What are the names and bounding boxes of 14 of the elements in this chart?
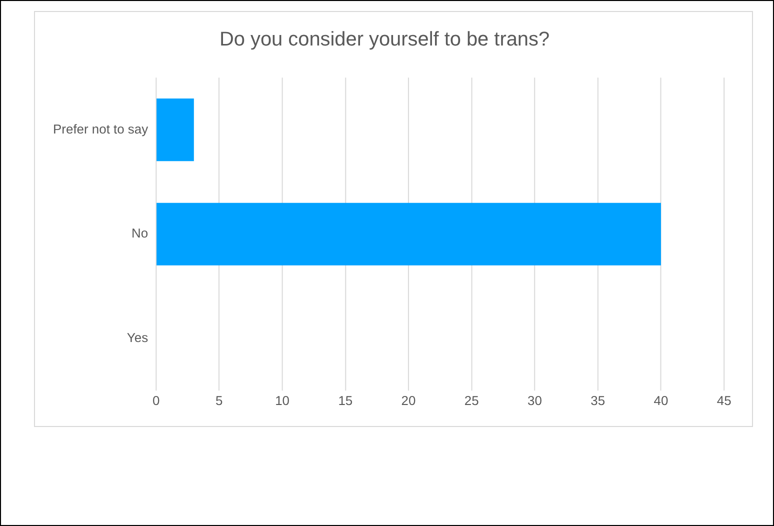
x-tick-label: 25 xyxy=(464,392,479,408)
x-tick-label: 45 xyxy=(716,392,732,408)
y-tick-label: Yes xyxy=(126,330,148,345)
x-tick-label: 20 xyxy=(401,392,416,408)
x-tick-label: 15 xyxy=(338,392,353,408)
x-tick-label: 40 xyxy=(654,392,668,408)
y-tick-label: Prefer not to say xyxy=(53,121,149,136)
y-tick-label: No xyxy=(132,226,148,241)
chart-title: Do you consider yourself to be trans? xyxy=(219,28,550,50)
x-tick-label: 35 xyxy=(590,392,606,408)
x-tick-label: 10 xyxy=(275,392,290,408)
x-tick-label: 30 xyxy=(528,392,542,408)
x-tick-label: 0 xyxy=(152,392,160,408)
x-tick-label: 5 xyxy=(216,392,223,408)
